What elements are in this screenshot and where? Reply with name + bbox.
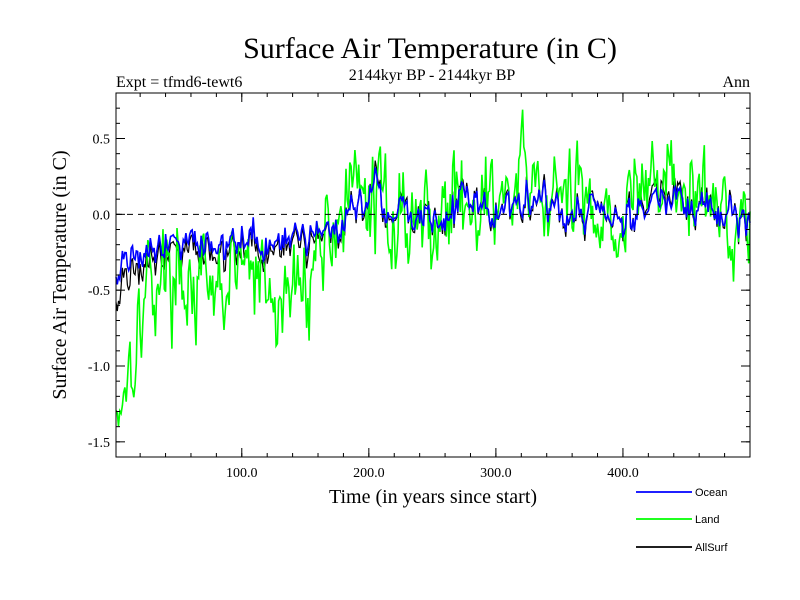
legend-label-land: Land xyxy=(695,514,719,526)
x-tick-label: 400.0 xyxy=(607,466,639,481)
y-tick-label: -1.0 xyxy=(88,360,110,375)
x-axis: 100.0 200.0 300.0 400.0 xyxy=(139,93,726,481)
y-tick-label: 0.5 xyxy=(93,133,111,148)
chart-title: Surface Air Temperature (in C) xyxy=(243,32,617,65)
chart-subtitle: 2144kyr BP - 2144kyr BP xyxy=(349,67,516,84)
plot-frame xyxy=(115,92,751,458)
y-axis-label: Surface Air Temperature (in C) xyxy=(49,150,71,399)
x-tick-label: 100.0 xyxy=(226,466,258,481)
plot-lines xyxy=(115,109,751,427)
y-tick-label: -0.5 xyxy=(88,284,110,299)
series-line-land xyxy=(115,109,751,427)
y-axis: 0.5 0.0 -0.5 -1.0 -1.5 xyxy=(88,107,750,451)
x-tick-label: 300.0 xyxy=(480,466,512,481)
season-label: Ann xyxy=(722,74,750,91)
experiment-label: Expt = tfmd6-tewt6 xyxy=(116,74,242,91)
x-tick-label: 200.0 xyxy=(353,466,385,481)
x-axis-label: Time (in years since start) xyxy=(329,486,537,508)
series-line-ocean xyxy=(115,167,751,285)
y-tick-label: 0.0 xyxy=(93,208,111,223)
legend: Ocean Land AllSurf xyxy=(636,487,728,554)
legend-label-ocean: Ocean xyxy=(695,487,727,499)
y-tick-label: -1.5 xyxy=(88,436,110,451)
legend-label-allsurf: AllSurf xyxy=(695,542,728,554)
